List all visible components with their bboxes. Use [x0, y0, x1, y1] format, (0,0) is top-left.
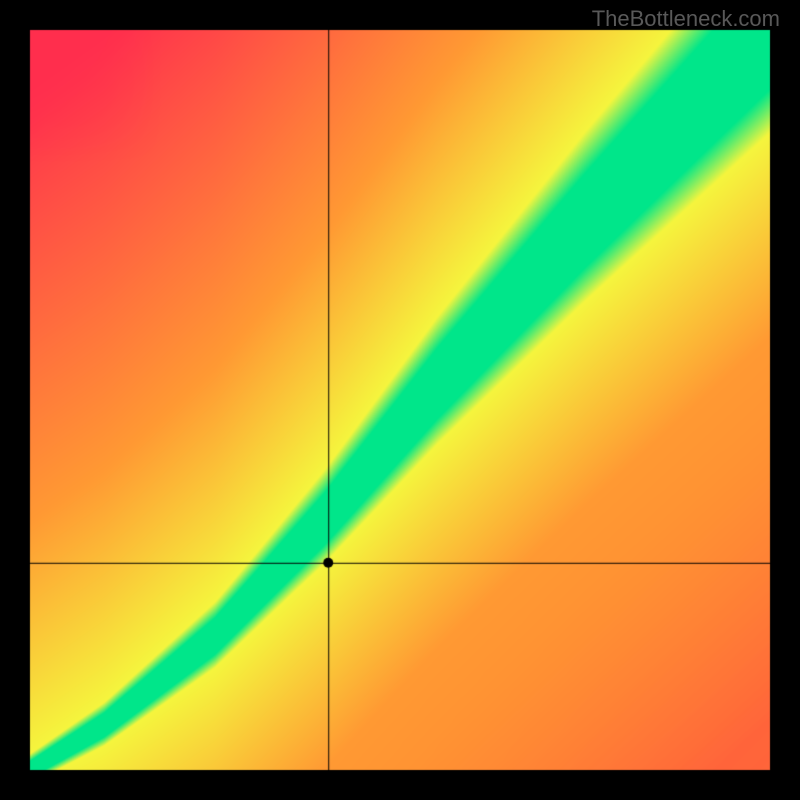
- watermark-text: TheBottleneck.com: [592, 6, 780, 32]
- chart-container: TheBottleneck.com: [0, 0, 800, 800]
- heatmap-canvas: [0, 0, 800, 800]
